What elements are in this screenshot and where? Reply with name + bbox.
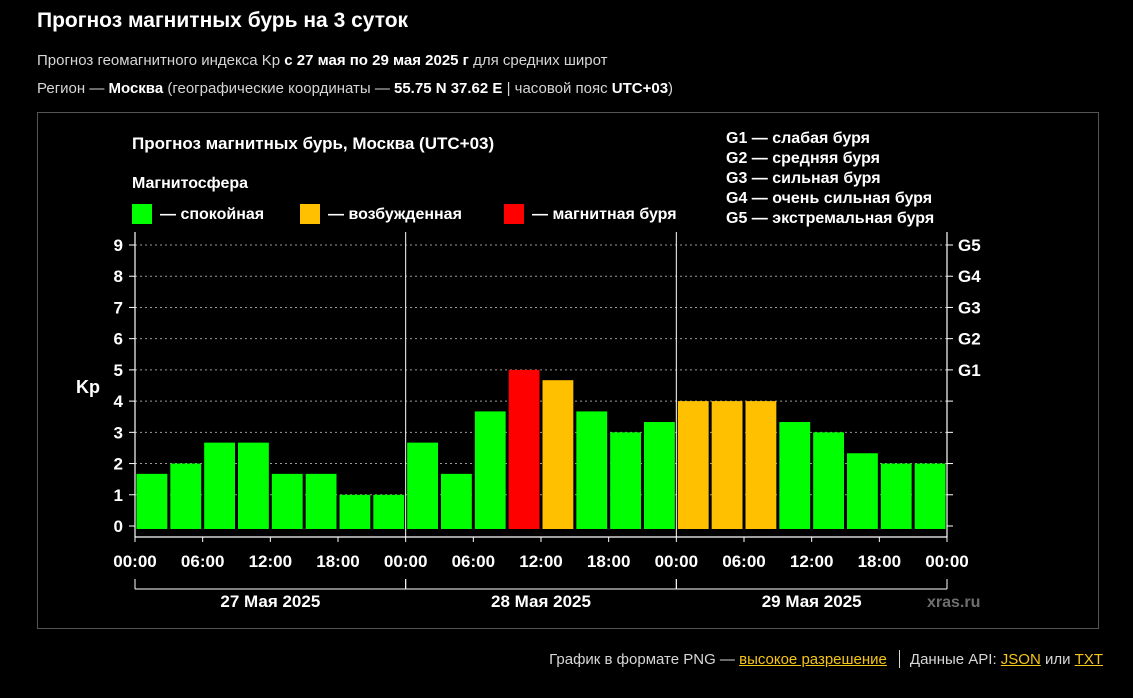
x-tick-label: 00:00 bbox=[925, 552, 968, 571]
x-tick-label: 00:00 bbox=[655, 552, 698, 571]
coords-prefix: (географические координаты — bbox=[163, 80, 394, 97]
kp-bar bbox=[610, 432, 641, 529]
x-tick-label: 00:00 bbox=[384, 552, 427, 571]
kp-forecast-chart: Прогноз магнитных бурь, Москва (UTC+03) М… bbox=[76, 130, 981, 611]
kp-bar bbox=[677, 401, 709, 529]
storm-tick-label: G4 bbox=[958, 267, 981, 286]
region-coords: 55.75 N 37.62 E bbox=[394, 80, 503, 97]
storm-level-label: G2 — средняя буря bbox=[726, 150, 880, 167]
storm-level-label: G5 — экстремальная буря bbox=[726, 210, 934, 227]
page-title: Прогноз магнитных бурь на 3 суток bbox=[37, 9, 409, 32]
or-label: или bbox=[1040, 651, 1075, 668]
kp-bar bbox=[136, 473, 168, 529]
day-label: 27 Мая 2025 bbox=[220, 592, 320, 611]
y-tick-label: 4 bbox=[114, 392, 124, 411]
kp-bar bbox=[474, 411, 506, 529]
kp-bar bbox=[813, 432, 844, 529]
legend-swatch bbox=[300, 204, 320, 224]
period-suffix: для средних широт bbox=[468, 52, 608, 69]
legend-label: — магнитная буря bbox=[532, 206, 677, 223]
png-label: График в формате PNG — bbox=[549, 651, 740, 668]
forecast-period-line: Прогноз геомагнитного индекса Kp с 27 ма… bbox=[37, 52, 607, 69]
kp-bar bbox=[847, 453, 878, 529]
chart-frame: Прогноз магнитных бурь, Москва (UTC+03) М… bbox=[37, 112, 1099, 629]
high-resolution-link[interactable]: высокое разрешение bbox=[739, 651, 887, 668]
storm-tick-label: G2 bbox=[958, 330, 981, 349]
region-prefix: Регион — bbox=[37, 80, 109, 97]
kp-bar bbox=[407, 442, 438, 529]
region-name: Москва bbox=[108, 80, 164, 97]
day-label: 29 Мая 2025 bbox=[762, 592, 862, 611]
legend-swatch bbox=[504, 204, 524, 224]
x-tick-label: 06:00 bbox=[181, 552, 224, 571]
y-tick-label: 7 bbox=[114, 298, 123, 317]
x-tick-label: 18:00 bbox=[587, 552, 630, 571]
kp-bar bbox=[373, 494, 405, 529]
json-link[interactable]: JSON bbox=[1000, 651, 1041, 668]
kp-bar bbox=[238, 442, 269, 529]
period-prefix: Прогноз геомагнитного индекса Kp bbox=[37, 52, 285, 69]
x-tick-label: 12:00 bbox=[790, 552, 833, 571]
chart-title: Прогноз магнитных бурь, Москва (UTC+03) bbox=[132, 134, 494, 153]
kp-bar bbox=[542, 380, 574, 529]
region-line: Регион — Москва (географические координа… bbox=[37, 80, 673, 97]
legend-swatch bbox=[132, 204, 152, 224]
kp-bar bbox=[441, 473, 472, 529]
storm-level-label: G1 — слабая буря bbox=[726, 130, 870, 147]
y-tick-label: 6 bbox=[114, 330, 123, 349]
y-tick-label: 2 bbox=[114, 455, 123, 474]
x-tick-label: 18:00 bbox=[858, 552, 901, 571]
kp-bar bbox=[880, 463, 912, 529]
legend-label: — возбужденная bbox=[328, 206, 462, 223]
y-tick-label: 1 bbox=[114, 486, 123, 505]
y-tick-label: 5 bbox=[114, 361, 123, 380]
kp-bar bbox=[779, 422, 811, 529]
kp-bar bbox=[508, 369, 540, 529]
x-tick-label: 00:00 bbox=[113, 552, 156, 571]
storm-level-label: G3 — сильная буря bbox=[726, 170, 881, 187]
y-tick-label: 0 bbox=[114, 517, 123, 536]
y-tick-label: 8 bbox=[114, 267, 123, 286]
storm-tick-label: G1 bbox=[958, 361, 981, 380]
x-tick-label: 06:00 bbox=[722, 552, 765, 571]
legend-label: — спокойная bbox=[160, 206, 264, 223]
footer-divider bbox=[898, 650, 900, 668]
kp-bar bbox=[576, 411, 608, 529]
kp-bar bbox=[305, 473, 337, 529]
storm-tick-label: G3 bbox=[958, 298, 981, 317]
region-timezone: UTC+03 bbox=[611, 80, 669, 97]
timezone-prefix: | часовой пояс bbox=[502, 80, 612, 97]
kp-bar bbox=[339, 494, 371, 529]
kp-bar bbox=[745, 401, 777, 529]
x-tick-label: 12:00 bbox=[249, 552, 292, 571]
txt-link[interactable]: TXT bbox=[1074, 651, 1103, 668]
region-suffix: ) bbox=[668, 80, 674, 97]
kp-bar bbox=[711, 401, 743, 529]
period-dates: с 27 мая по 29 мая 2025 г bbox=[284, 52, 469, 69]
x-tick-label: 06:00 bbox=[452, 552, 495, 571]
kp-bar bbox=[644, 422, 675, 529]
y-tick-label: 3 bbox=[114, 423, 123, 442]
footer: График в формате PNG — высокое разрешени… bbox=[549, 650, 1103, 668]
kp-bar bbox=[204, 442, 235, 529]
legend-title: Магнитосфера bbox=[132, 175, 248, 192]
storm-tick-label: G5 bbox=[958, 236, 981, 255]
watermark: xras.ru bbox=[927, 594, 980, 611]
y-tick-label: 9 bbox=[114, 236, 123, 255]
y-axis-label: Kp bbox=[76, 377, 100, 397]
day-label: 28 Мая 2025 bbox=[491, 592, 591, 611]
x-tick-label: 18:00 bbox=[316, 552, 359, 571]
x-tick-label: 12:00 bbox=[519, 552, 562, 571]
api-label: Данные API: bbox=[909, 651, 1001, 668]
kp-bar bbox=[271, 473, 303, 529]
kp-bar bbox=[170, 463, 202, 529]
kp-bar bbox=[914, 463, 946, 529]
storm-level-label: G4 — очень сильная буря bbox=[726, 190, 932, 207]
